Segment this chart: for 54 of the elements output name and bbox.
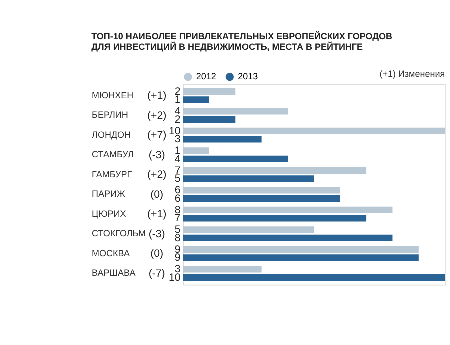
text: (+1) Изменения <box>380 69 446 80</box>
bar <box>183 187 340 194</box>
text: (+2) <box>147 110 167 122</box>
chart-title: ТОП-10 НАИБОЛЕЕ ПРИВЛЕКАТЕЛЬНЫХ ЕВРОПЕЙСКИХ ГОРОДОВ ДЛЯ ИНВЕСТИЦИЙ В НЕДВИЖИМОСТЬ, МЕСТА В РЕЙТИНГЕ <box>92 30 394 52</box>
legend-label: 2012 <box>196 72 216 82</box>
bar <box>183 176 314 182</box>
data-label: 6 <box>174 192 181 205</box>
data-label: 7 <box>174 212 181 225</box>
y-tick-label: ЦЮРИХ <box>92 208 126 219</box>
y-tick-label: СТОКГОЛЬМ <box>92 228 146 239</box>
bar <box>183 266 262 273</box>
legend-label: 2013 <box>238 72 258 82</box>
data-label: 10 <box>168 272 181 284</box>
y-tick-label: ПАРИЖ <box>92 189 126 200</box>
bar <box>183 274 446 281</box>
text: (0) <box>150 248 164 260</box>
data-label: 3 <box>174 134 181 146</box>
text: (+2) <box>147 169 167 182</box>
text: (-3) <box>148 228 166 240</box>
bar <box>183 167 367 174</box>
data-label: 5 <box>174 173 181 186</box>
y-tick-label: МОСКВА <box>92 248 130 258</box>
bar <box>183 215 367 222</box>
bar <box>183 148 210 154</box>
bar <box>183 156 288 162</box>
bar <box>183 116 236 123</box>
data-label: 4 <box>174 153 181 166</box>
text: (0) <box>150 188 164 201</box>
bar <box>183 206 393 214</box>
bar <box>183 226 314 234</box>
data-label: 2 <box>174 114 181 126</box>
bar <box>183 96 210 104</box>
y-tick-label: ГАМБУРГ <box>92 169 132 180</box>
text: (-7) <box>148 268 166 280</box>
text: (+1) <box>147 208 167 221</box>
bar <box>183 195 340 202</box>
bar <box>183 136 262 143</box>
bar <box>183 128 446 134</box>
bar <box>183 254 419 262</box>
y-tick-label: БЕРЛИН <box>92 110 128 120</box>
data-label: 8 <box>174 232 181 244</box>
y-tick-label: ЛОНДОН <box>92 130 132 140</box>
y-tick-label: МЮНХЕН <box>92 90 134 100</box>
y-tick-label: СТАМБУЛ <box>92 150 134 160</box>
text: (-3) <box>148 149 166 162</box>
text: (+1) <box>147 90 167 102</box>
bar <box>183 88 236 95</box>
bar <box>183 234 393 242</box>
bar <box>183 108 288 115</box>
y-tick-label: ВАРШАВА <box>92 268 136 278</box>
text: (+7) <box>147 130 167 142</box>
data-label: 1 <box>174 94 181 106</box>
bar <box>183 246 419 253</box>
data-label: 9 <box>174 252 181 264</box>
